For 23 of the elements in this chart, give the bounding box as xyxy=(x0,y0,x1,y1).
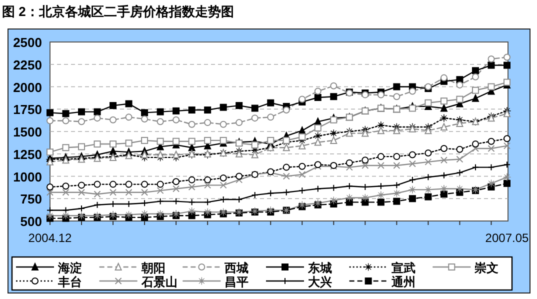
legend-label: 朝阳 xyxy=(140,261,166,275)
y-tick-label: 1000 xyxy=(13,169,42,184)
y-tick-label: 2250 xyxy=(13,57,42,72)
y-tick-label: 1750 xyxy=(13,102,42,118)
x-tick-label: 2007.05 xyxy=(485,231,530,245)
legend-label: 石景山 xyxy=(140,275,178,289)
legend-label: 海淀 xyxy=(57,261,82,275)
chart-title: 图 2：北京各城区二手房价格指数走势图 xyxy=(2,4,234,19)
legend-label: 大兴 xyxy=(308,275,332,289)
y-tick-label: 1500 xyxy=(13,124,42,140)
legend-label: 宣武 xyxy=(391,261,416,275)
x-tick-label: 2004.12 xyxy=(28,231,72,245)
y-tick-label: 2500 xyxy=(13,35,42,50)
y-tick-label: 1250 xyxy=(13,146,42,162)
legend-label: 崇文 xyxy=(474,261,499,275)
legend-label: 丰台 xyxy=(57,275,82,289)
y-tick-label: 500 xyxy=(20,214,42,229)
legend-label: 昌平 xyxy=(224,275,249,289)
legend-label: 东城 xyxy=(307,261,332,275)
legend-label: 通州 xyxy=(390,275,416,289)
y-tick-label: 2000 xyxy=(13,80,42,95)
legend-label: 西城 xyxy=(224,261,249,275)
y-tick-label: 750 xyxy=(20,192,42,207)
